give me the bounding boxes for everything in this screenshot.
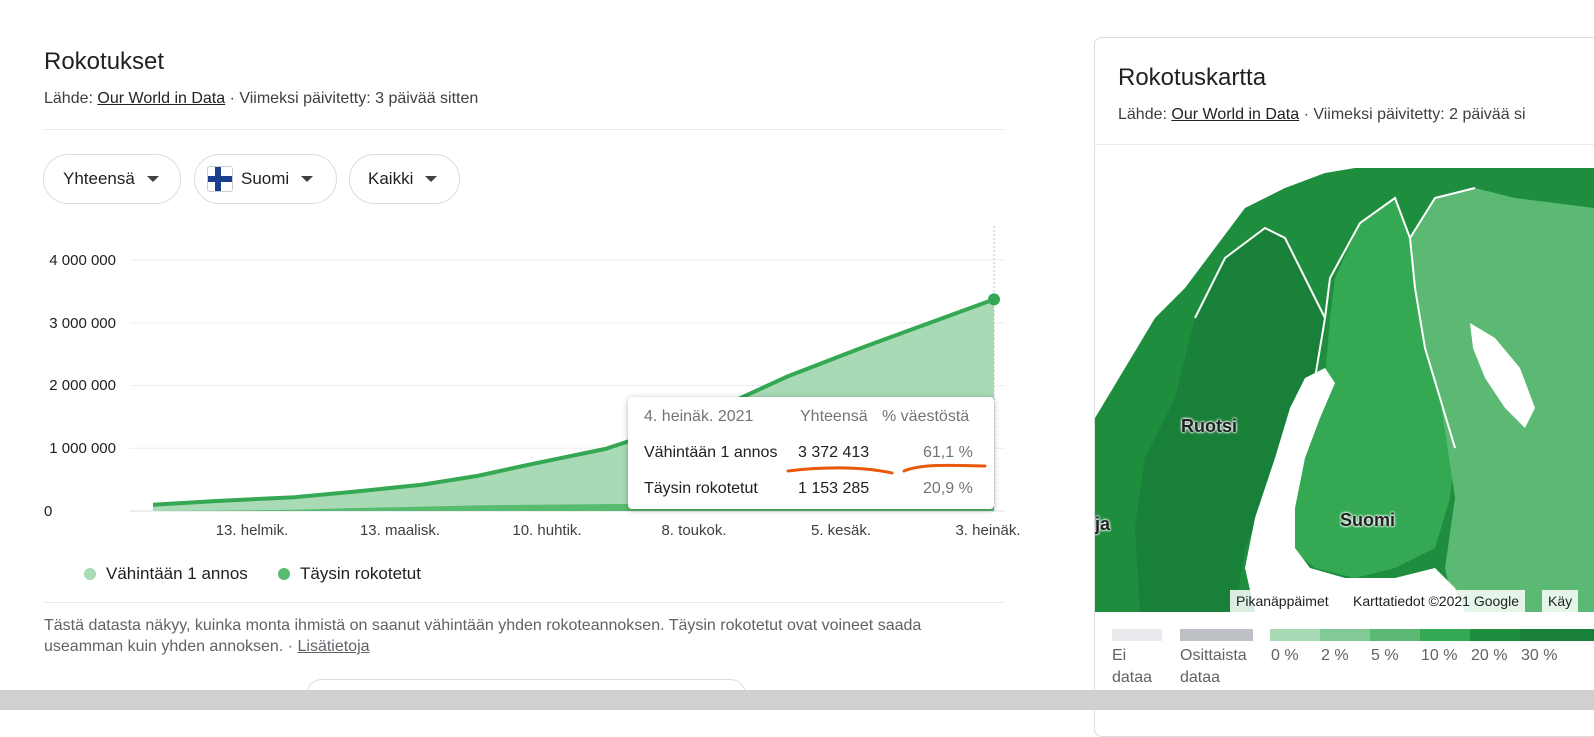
more-info-link[interactable]: Lisätietoja xyxy=(297,638,370,655)
scale-label-line: Osittaista xyxy=(1180,647,1247,664)
x-tick-label: 13. helmik. xyxy=(215,522,289,539)
x-tick-label: 5. kesäk. xyxy=(810,522,872,539)
caret-down-icon xyxy=(146,176,159,182)
scale-swatch xyxy=(1320,629,1370,641)
scale-swatch xyxy=(1420,629,1470,641)
group-filter-chip[interactable]: Kaikki xyxy=(349,154,460,204)
map-source-prefix: Lähde: xyxy=(1118,106,1172,123)
scale-label-line: dataa xyxy=(1112,669,1153,686)
legend-series1-label: Vähintään 1 annos xyxy=(106,564,248,583)
region-sweden xyxy=(1135,228,1325,612)
y-tick-label: 4 000 000 xyxy=(49,252,116,269)
divider-top xyxy=(43,129,1005,130)
scale-swatch xyxy=(1270,629,1320,641)
metric-filter-chip[interactable]: Yhteensä xyxy=(43,154,181,204)
tooltip-row1-pct: 61,1 % xyxy=(923,444,973,461)
x-tick-label: 10. huhtik. xyxy=(512,522,582,539)
map-label-sweden: Ruotsi xyxy=(1181,416,1237,436)
tooltip-date: 4. heinäk. 2021 xyxy=(644,408,754,425)
vaccinations-title: Rokotukset xyxy=(44,48,165,75)
x-tick-label: 3. heinäk. xyxy=(955,522,1021,539)
scale-label-step: 2 % xyxy=(1321,647,1349,664)
map-source: Lähde: Our World in Data · Viimeksi päiv… xyxy=(1118,106,1526,124)
tooltip-col-pct: % väestöstä xyxy=(882,408,970,425)
country-filter-label: Suomi xyxy=(241,169,290,188)
y-tick-label: 2 000 000 xyxy=(49,377,116,394)
map-label-finland: Suomi xyxy=(1340,510,1396,530)
description-sep: · xyxy=(283,638,298,655)
scale-label-step: 30 % xyxy=(1521,647,1558,664)
y-tick-label: 1 000 000 xyxy=(49,440,116,457)
scale-swatch xyxy=(1370,629,1420,641)
tooltip-row1-label: Vähintään 1 annos xyxy=(644,444,778,461)
updated-text: · Viimeksi päivitetty: 3 päivää sitten xyxy=(225,90,479,107)
map-updated-text: · Viimeksi päivitetty: 2 päivää si xyxy=(1299,106,1526,123)
terms-link[interactable]: Käy xyxy=(1542,590,1579,612)
region-finland xyxy=(1283,198,1455,578)
legend-series2-label: Täysin rokotetut xyxy=(300,564,421,583)
scale-swatch xyxy=(1520,629,1594,641)
x-tick-label: 13. maalisk. xyxy=(359,522,441,539)
tooltip-row1-total: 3 372 413 xyxy=(798,444,870,461)
metric-filter-label: Yhteensä xyxy=(63,169,135,188)
map-title: Rokotuskartta xyxy=(1118,64,1267,91)
tooltip-row2-total: 1 153 285 xyxy=(798,480,870,497)
scale-swatch xyxy=(1470,629,1520,641)
lake-ladoga xyxy=(1470,323,1535,428)
baltic-sea xyxy=(1245,368,1465,612)
map-divider xyxy=(1095,144,1594,145)
scale-label-line: Ei xyxy=(1112,647,1127,664)
tooltip-row2-label: Täysin rokotetut xyxy=(644,480,758,497)
scale-label-partial: Osittaista dataa xyxy=(1180,645,1247,689)
description-text: Tästä datasta näkyy, kuinka monta ihmist… xyxy=(44,617,922,655)
legend-series2[interactable]: Täysin rokotetut xyxy=(278,564,421,584)
source-prefix: Lähde: xyxy=(44,90,98,107)
finland-flag-icon xyxy=(207,166,233,192)
caret-down-icon xyxy=(425,176,438,182)
tooltip-col-total: Yhteensä xyxy=(800,408,868,425)
map-source-link[interactable]: Our World in Data xyxy=(1171,106,1300,123)
scale-swatch-no-data xyxy=(1112,629,1162,641)
caret-down-icon xyxy=(301,176,314,182)
scale-label-step: 5 % xyxy=(1371,647,1399,664)
scale-label-no-data: Ei dataa xyxy=(1112,645,1152,689)
y-tick-label: 0 xyxy=(44,503,53,520)
map-label-norway: ja xyxy=(1095,514,1111,534)
chart-tooltip: 4. heinäk. 2021 Yhteensä % väestöstä Väh… xyxy=(628,397,994,509)
vaccinations-source: Lähde: Our World in Data · Viimeksi päiv… xyxy=(44,90,478,108)
chart-description: Tästä datasta näkyy, kuinka monta ihmist… xyxy=(44,615,984,657)
map-svg xyxy=(1095,168,1594,612)
scale-label-line: dataa xyxy=(1180,669,1221,686)
divider-bottom xyxy=(43,602,1005,603)
orange-underline-annotation xyxy=(786,463,987,475)
source-link[interactable]: Our World in Data xyxy=(97,90,226,107)
map-data-attribution[interactable]: Karttatiedot ©2021 Google xyxy=(1347,590,1525,612)
tooltip-row2-pct: 20,9 % xyxy=(923,480,973,497)
legend-dot-icon xyxy=(84,568,96,580)
keyboard-shortcuts-link[interactable]: Pikanäppäimet xyxy=(1230,590,1335,612)
country-filter-chip[interactable]: Suomi xyxy=(194,154,337,204)
legend-dot-icon xyxy=(278,568,290,580)
group-filter-label: Kaikki xyxy=(368,169,414,188)
scale-label-step: 0 % xyxy=(1271,647,1299,664)
scale-swatch-partial xyxy=(1180,629,1253,641)
scale-label-step: 10 % xyxy=(1421,647,1458,664)
x-tick-label: 8. toukok. xyxy=(661,522,727,539)
series-line-1 xyxy=(152,297,995,507)
y-tick-label: 3 000 000 xyxy=(49,315,116,332)
legend-series1[interactable]: Vähintään 1 annos xyxy=(84,564,248,584)
hover-point xyxy=(988,293,1000,306)
scale-label-step: 20 % xyxy=(1471,647,1508,664)
vaccination-map[interactable]: Ruotsi Suomi ja xyxy=(1095,168,1594,612)
bottom-scroll-region xyxy=(0,690,1594,710)
